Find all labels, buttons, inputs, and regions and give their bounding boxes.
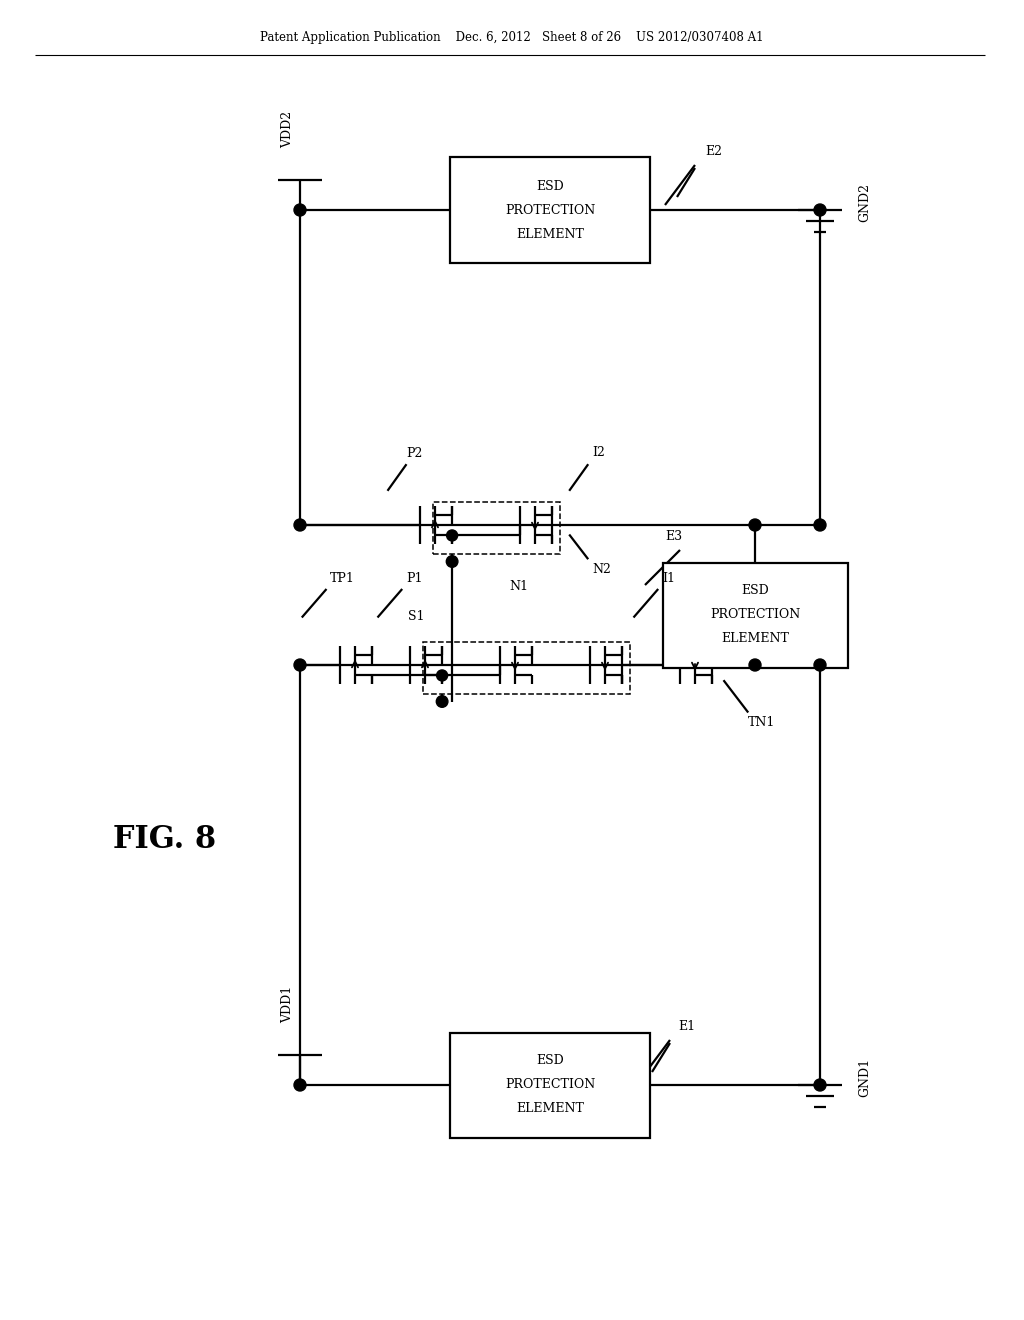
Text: ESD: ESD xyxy=(537,180,564,193)
Text: Patent Application Publication    Dec. 6, 2012   Sheet 8 of 26    US 2012/030740: Patent Application Publication Dec. 6, 2… xyxy=(260,32,764,45)
Circle shape xyxy=(294,1078,306,1092)
Text: GND2: GND2 xyxy=(858,182,871,222)
Circle shape xyxy=(749,519,761,531)
Text: N1: N1 xyxy=(509,579,528,593)
Circle shape xyxy=(814,1078,826,1092)
Bar xyxy=(423,643,630,693)
Text: E1: E1 xyxy=(678,1020,695,1034)
Circle shape xyxy=(436,696,447,708)
Text: VDD2: VDD2 xyxy=(282,111,295,148)
Text: E2: E2 xyxy=(705,145,722,158)
Text: VDD1: VDD1 xyxy=(282,986,295,1023)
Text: N2: N2 xyxy=(592,564,611,576)
Text: P1: P1 xyxy=(406,572,423,585)
Bar xyxy=(663,562,848,668)
Bar xyxy=(450,1032,650,1138)
Text: ESD: ESD xyxy=(741,585,769,598)
Text: GND1: GND1 xyxy=(858,1057,871,1097)
Circle shape xyxy=(446,556,458,568)
Circle shape xyxy=(446,529,458,541)
Text: FIG. 8: FIG. 8 xyxy=(114,825,216,855)
Text: I2: I2 xyxy=(592,446,605,458)
Text: PROTECTION: PROTECTION xyxy=(710,609,800,622)
Text: ESD: ESD xyxy=(537,1055,564,1068)
Text: PROTECTION: PROTECTION xyxy=(505,1078,595,1092)
Circle shape xyxy=(814,659,826,671)
Circle shape xyxy=(294,519,306,531)
Bar xyxy=(450,157,650,263)
Bar xyxy=(433,502,560,553)
Text: S1: S1 xyxy=(408,610,424,623)
Circle shape xyxy=(436,671,447,681)
Text: PROTECTION: PROTECTION xyxy=(505,203,595,216)
Text: TP1: TP1 xyxy=(331,572,355,585)
Text: ELEMENT: ELEMENT xyxy=(721,632,788,645)
Circle shape xyxy=(814,519,826,531)
Text: ELEMENT: ELEMENT xyxy=(516,1102,584,1115)
Circle shape xyxy=(749,659,761,671)
Text: TN1: TN1 xyxy=(749,717,775,729)
Circle shape xyxy=(814,205,826,216)
Circle shape xyxy=(294,205,306,216)
Circle shape xyxy=(294,659,306,671)
Text: I1: I1 xyxy=(662,572,675,585)
Text: E3: E3 xyxy=(665,531,682,543)
Text: ELEMENT: ELEMENT xyxy=(516,227,584,240)
Text: P2: P2 xyxy=(407,447,423,461)
